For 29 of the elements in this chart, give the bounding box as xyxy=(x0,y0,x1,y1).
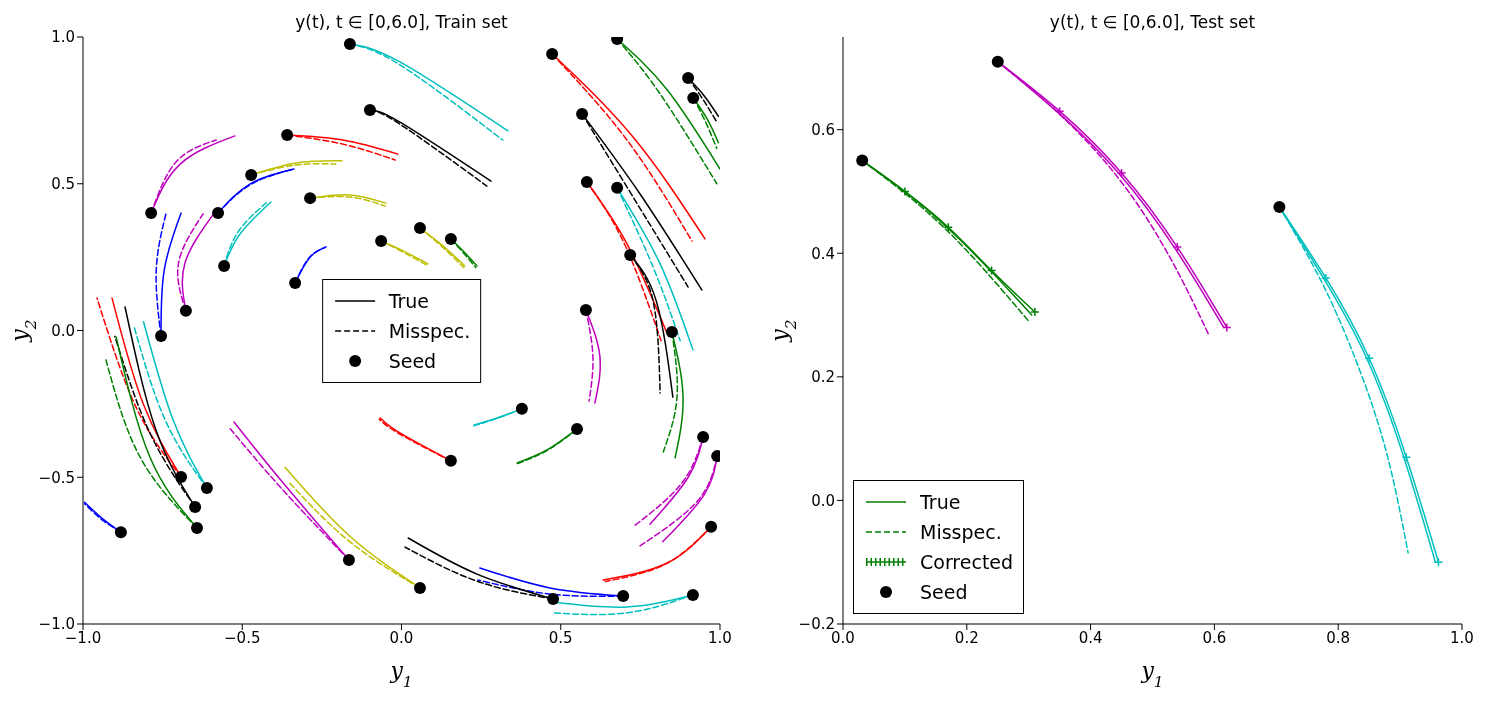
x-tick-label: 0.0 xyxy=(831,628,855,647)
x-axis-title: y$_{1}$ xyxy=(389,658,413,691)
x-tick-label: −0.5 xyxy=(224,628,261,647)
x-tick-label: 0.2 xyxy=(954,628,979,647)
x-tick-label: 1.0 xyxy=(708,628,732,647)
x-axis-title: y$_{1}$ xyxy=(1140,658,1164,691)
y-tick-label: 0.0 xyxy=(811,491,835,510)
x-tick-label: 0.4 xyxy=(1078,628,1103,647)
x-tick-label: 0.5 xyxy=(548,628,573,647)
legend-label: True xyxy=(388,288,429,314)
x-tick-label: 0.0 xyxy=(389,628,414,647)
legend-label: Misspec. xyxy=(388,318,471,344)
y-tick-label: 0.0 xyxy=(51,321,75,340)
x-tick-label: 1.0 xyxy=(1450,628,1474,647)
x-tick-label: 0.6 xyxy=(1202,628,1227,647)
legend-label: Misspec. xyxy=(920,520,1002,545)
y-tick-label: 0.5 xyxy=(51,175,75,194)
y-tick-label: −0.5 xyxy=(38,468,75,487)
y-tick-label: 0.6 xyxy=(811,121,835,140)
legend-label: Seed xyxy=(920,580,968,605)
x-tick-label: 0.8 xyxy=(1326,628,1351,647)
legend-label: Corrected xyxy=(920,550,1014,575)
legend-label: Seed xyxy=(388,348,437,374)
y-tick-label: 0.4 xyxy=(811,244,835,263)
y-tick-label: 0.2 xyxy=(811,368,835,387)
chart-title: y(t), t ∈ [0,6.0], Test set xyxy=(1048,12,1257,32)
legend-label: True xyxy=(920,490,961,515)
y-tick-label: 1.0 xyxy=(51,28,75,47)
chart-title: y(t), t ∈ [0,6.0], Train set xyxy=(294,12,509,32)
